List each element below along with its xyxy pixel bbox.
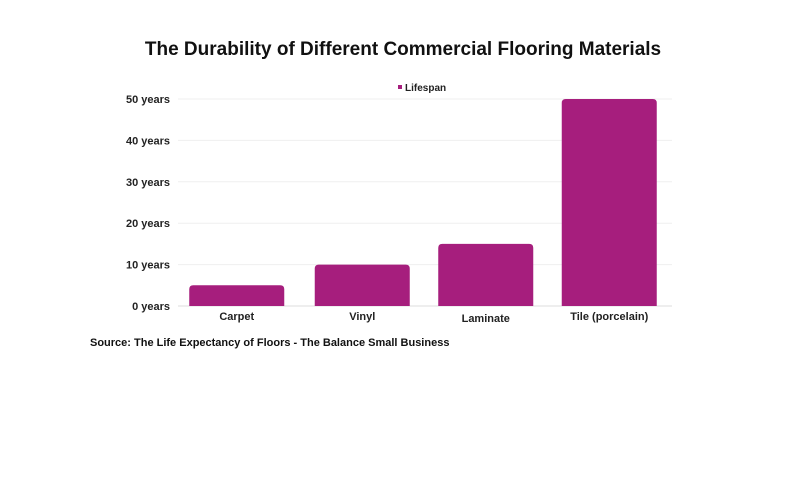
y-tick-label: 0 years [132,301,170,313]
bar-vinyl [314,264,410,306]
legend-label: Lifespan [405,83,446,94]
x-tick-label: Carpet [219,311,254,323]
x-tick-label: Laminate [462,313,510,325]
chart-title: The Durability of Different Commercial F… [145,39,661,60]
bar-laminate [438,243,534,306]
x-tick-label: Vinyl [349,311,375,323]
legend: Lifespan [398,83,446,94]
x-tick-label: Tile (porcelain) [570,311,648,323]
legend-swatch [398,85,402,89]
y-tick-label: 50 years [126,94,170,106]
bar-tile-porcelain- [561,99,657,306]
source-note: Source: The Life Expectancy of Floors - … [90,337,449,349]
y-tick-label: 40 years [126,135,170,147]
y-tick-label: 20 years [126,218,170,230]
y-tick-label: 10 years [126,260,170,272]
bar-carpet [189,285,285,306]
y-tick-label: 30 years [126,177,170,189]
